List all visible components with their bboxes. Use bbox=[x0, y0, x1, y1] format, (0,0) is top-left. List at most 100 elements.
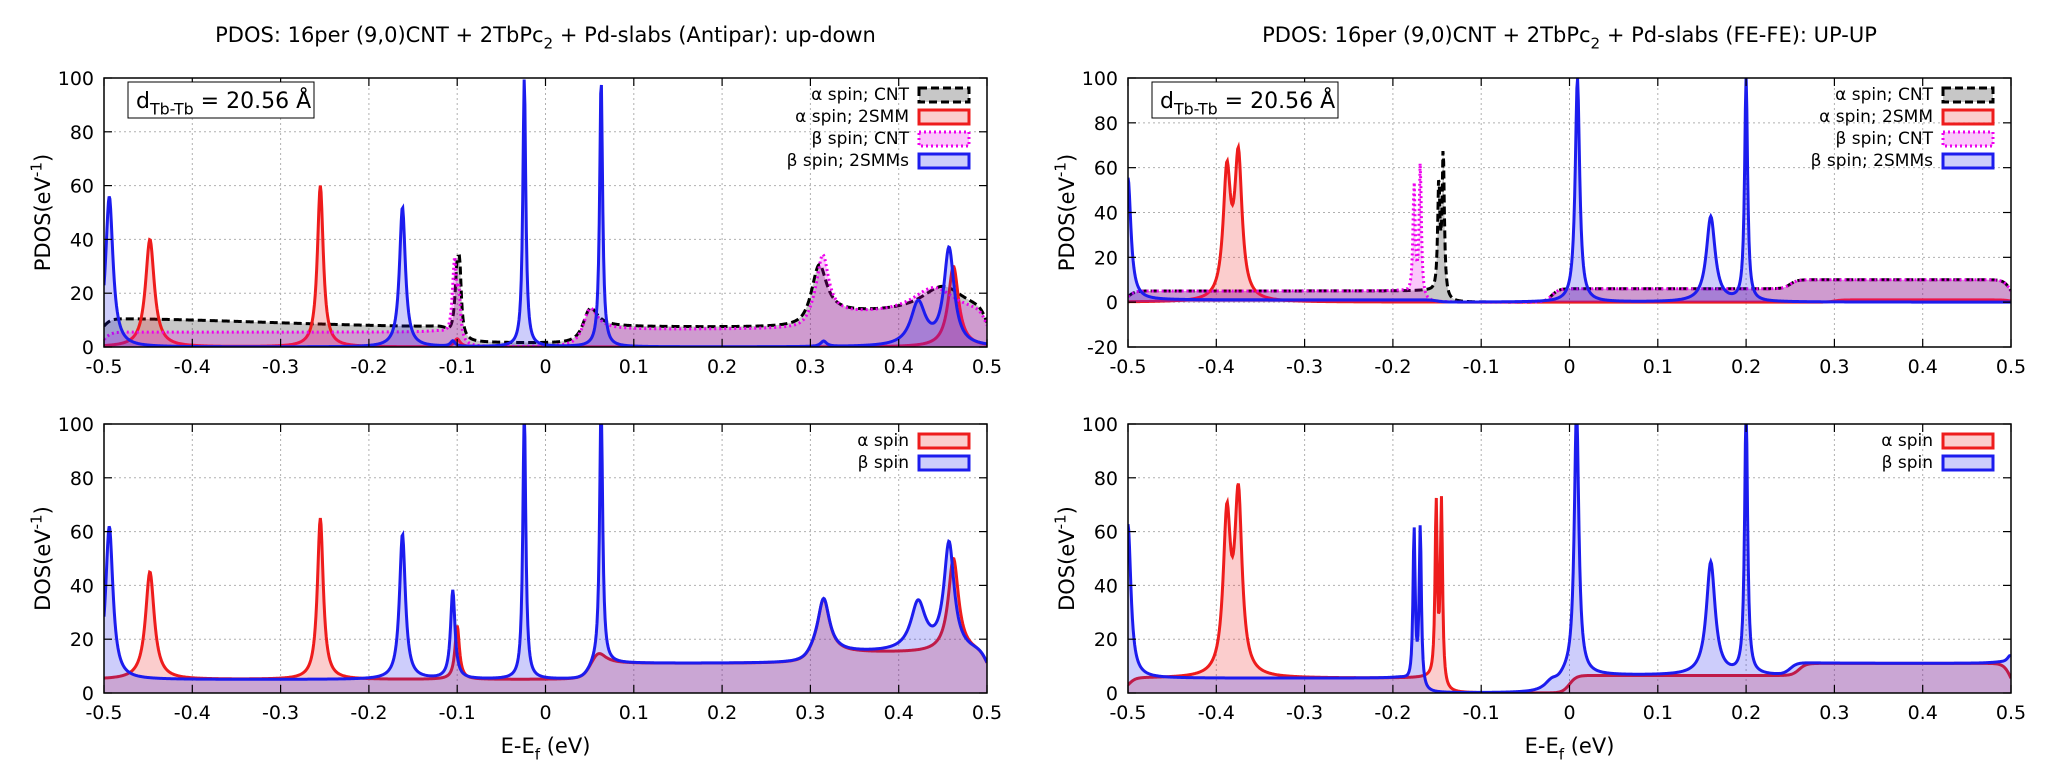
chart-panel-2: -0.5 -0.4 -0.3 -0.2 -0.1 0 0.1 0.2 0.3 0.4 0.5 -20 0… bbox=[1052, 23, 2027, 378]
y-tick-label: 80 bbox=[1094, 113, 1118, 135]
y-tick-label: 60 bbox=[1094, 522, 1118, 544]
legend-label: β spin; CNT bbox=[1835, 129, 1933, 149]
legend-swatch bbox=[917, 130, 971, 148]
x-tick-label: -0.2 bbox=[1374, 702, 1411, 724]
x-tick-label: 0.2 bbox=[707, 702, 737, 724]
series--spin-line bbox=[1128, 424, 2011, 693]
x-tick-label: 0.5 bbox=[1996, 356, 2026, 378]
annotation-box bbox=[127, 81, 315, 119]
series--spin-area bbox=[1128, 424, 2011, 693]
legend-swatch bbox=[1941, 432, 1995, 450]
y-tick-label: 100 bbox=[1082, 68, 1118, 90]
y-tick-label: 0 bbox=[82, 337, 94, 359]
y-tick-label: 40 bbox=[1094, 203, 1118, 225]
x-tick-label: 0.4 bbox=[1908, 702, 1938, 724]
legend-swatch bbox=[917, 432, 971, 450]
x-tick-label: -0.1 bbox=[439, 356, 476, 378]
x-tick-label: 0.5 bbox=[972, 702, 1002, 724]
legend-swatch bbox=[917, 152, 971, 170]
x-tick-label: 0 bbox=[1563, 356, 1575, 378]
legend-swatch bbox=[917, 454, 971, 472]
y-tick-label: 0 bbox=[1106, 292, 1118, 314]
y-tick-label: 0 bbox=[82, 683, 94, 705]
legend-label: α spin; 2SMM bbox=[795, 107, 909, 127]
legend-swatch bbox=[1941, 86, 1995, 104]
series--spin-cnt-area bbox=[1128, 163, 2011, 303]
x-tick-label: -0.4 bbox=[174, 702, 211, 724]
chart-title: PDOS: 16per (9,0)CNT + 2TbPc2​ + Pd-slab… bbox=[215, 23, 876, 52]
x-tick-label: -0.3 bbox=[262, 702, 299, 724]
y-tick-label: 80 bbox=[70, 468, 94, 490]
legend-label: α spin; 2SMM bbox=[1819, 107, 1933, 127]
legend-label: α spin bbox=[1881, 431, 1933, 451]
series--spin-cnt-area bbox=[1128, 151, 2011, 303]
distance-annotation: dTb-Tb​ = 20.56 Å bbox=[127, 81, 315, 119]
series-group bbox=[1128, 78, 2011, 304]
legend-swatch bbox=[1941, 108, 1995, 126]
x-tick-label: -0.2 bbox=[350, 702, 387, 724]
legend-swatch bbox=[1941, 152, 1995, 170]
y-tick-label: 80 bbox=[1094, 468, 1118, 490]
chart-panel-3: -0.5 -0.4 -0.3 -0.2 -0.1 0 0.1 0.2 0.3 0.4 0.5 0 20 4… bbox=[28, 414, 1003, 763]
x-tick-label: 0.2 bbox=[707, 356, 737, 378]
y-tick-label: 40 bbox=[1094, 575, 1118, 597]
legend-label: β spin bbox=[1882, 453, 1933, 473]
x-tick-label: 0 bbox=[539, 702, 551, 724]
y-tick-label: 60 bbox=[70, 176, 94, 198]
distance-annotation: dTb-Tb​ = 20.56 Å bbox=[1151, 81, 1339, 119]
legend-swatch bbox=[917, 108, 971, 126]
series-group bbox=[1128, 424, 2011, 693]
annotation-box bbox=[1151, 81, 1339, 119]
x-tick-label: -0.5 bbox=[1109, 702, 1146, 724]
y-tick-label: 20 bbox=[1094, 247, 1118, 269]
y-tick-label: 60 bbox=[1094, 158, 1118, 180]
series--spin-area bbox=[1128, 483, 2011, 693]
y-tick-label: -20 bbox=[1087, 337, 1118, 359]
x-tick-label: 0.3 bbox=[1819, 356, 1849, 378]
y-axis-label: DOS(eV-1​) bbox=[28, 506, 55, 611]
series--spin-line bbox=[104, 424, 987, 681]
x-tick-label: 0.4 bbox=[1908, 356, 1938, 378]
series--spin-area bbox=[104, 518, 987, 693]
x-tick-label: 0.2 bbox=[1731, 702, 1761, 724]
x-tick-label: -0.4 bbox=[174, 356, 211, 378]
y-tick-label: 100 bbox=[58, 414, 94, 436]
series-group bbox=[104, 424, 987, 693]
annotation-text: dTb-Tb​ = 20.56 Å bbox=[136, 87, 311, 119]
chart-panel-4: -0.5 -0.4 -0.3 -0.2 -0.1 0 0.1 0.2 0.3 0.4 0.5 0 20 4… bbox=[1052, 414, 2027, 763]
x-axis-label: E-Ef​ (eV) bbox=[501, 734, 591, 763]
y-tick-label: 20 bbox=[1094, 629, 1118, 651]
x-tick-label: -0.5 bbox=[85, 702, 122, 724]
legend-label: α spin; CNT bbox=[811, 85, 909, 105]
x-tick-label: 0.1 bbox=[619, 356, 649, 378]
x-tick-label: 0 bbox=[539, 356, 551, 378]
x-axis-label: E-Ef​ (eV) bbox=[1525, 734, 1615, 763]
y-tick-label: 80 bbox=[70, 122, 94, 144]
x-tick-label: -0.3 bbox=[1286, 356, 1323, 378]
x-tick-label: -0.4 bbox=[1198, 356, 1235, 378]
y-tick-label: 40 bbox=[70, 575, 94, 597]
chart-panel-1: -0.5 -0.4 -0.3 -0.2 -0.1 0 0.1 0.2 0.3 0.4 0.5 0 20 4… bbox=[28, 23, 1003, 378]
y-axis-label: DOS(eV-1​) bbox=[1052, 506, 1079, 611]
x-tick-label: -0.1 bbox=[1463, 356, 1500, 378]
x-tick-label: 0.2 bbox=[1731, 356, 1761, 378]
y-tick-label: 100 bbox=[1082, 414, 1118, 436]
x-tick-label: 0.3 bbox=[795, 702, 825, 724]
y-tick-label: 100 bbox=[58, 68, 94, 90]
y-tick-label: 20 bbox=[70, 283, 94, 305]
legend-label: α spin; CNT bbox=[1835, 85, 1933, 105]
x-tick-label: 0.4 bbox=[884, 356, 914, 378]
series--spin-2smm-area bbox=[104, 185, 987, 347]
series--spin-cnt-line bbox=[1128, 150, 2011, 304]
x-tick-label: 0 bbox=[1563, 702, 1575, 724]
y-tick-label: 40 bbox=[70, 229, 94, 251]
legend-label: α spin bbox=[857, 431, 909, 451]
chart-title: PDOS: 16per (9,0)CNT + 2TbPc2​ + Pd-slab… bbox=[1262, 23, 1877, 52]
x-tick-label: 0.3 bbox=[795, 356, 825, 378]
x-tick-label: 0.5 bbox=[1996, 702, 2026, 724]
